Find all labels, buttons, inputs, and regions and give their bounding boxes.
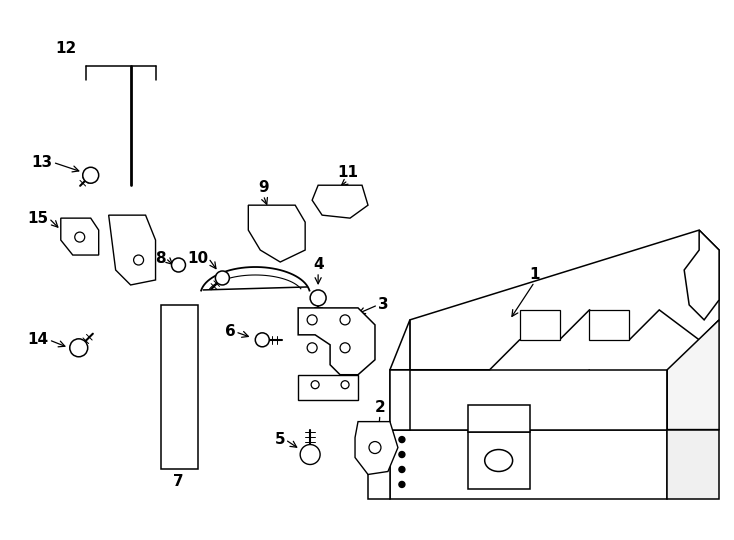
Circle shape (399, 467, 405, 472)
Text: 9: 9 (258, 180, 269, 195)
Circle shape (399, 451, 405, 457)
Polygon shape (410, 230, 719, 370)
Polygon shape (468, 431, 529, 489)
Text: 5: 5 (275, 432, 286, 447)
Circle shape (341, 381, 349, 389)
Text: 4: 4 (313, 257, 324, 272)
Polygon shape (61, 218, 98, 255)
Polygon shape (298, 375, 358, 400)
Polygon shape (390, 320, 410, 370)
Circle shape (255, 333, 269, 347)
Circle shape (172, 258, 186, 272)
Circle shape (83, 167, 98, 183)
Circle shape (399, 482, 405, 488)
Circle shape (310, 290, 326, 306)
Circle shape (70, 339, 88, 357)
Polygon shape (109, 215, 156, 285)
Polygon shape (390, 430, 667, 500)
Circle shape (340, 343, 350, 353)
Polygon shape (390, 370, 410, 430)
Text: 11: 11 (338, 165, 358, 180)
Text: 12: 12 (55, 40, 76, 56)
Circle shape (307, 315, 317, 325)
Circle shape (369, 442, 381, 454)
Circle shape (399, 436, 405, 443)
Circle shape (311, 381, 319, 389)
Polygon shape (684, 230, 719, 320)
Polygon shape (520, 310, 559, 340)
Text: 15: 15 (28, 211, 49, 226)
Text: 8: 8 (155, 251, 166, 266)
Polygon shape (298, 308, 375, 375)
Text: 3: 3 (378, 298, 388, 313)
Text: 14: 14 (28, 332, 49, 347)
Polygon shape (468, 404, 529, 431)
Ellipse shape (484, 449, 512, 471)
Text: 2: 2 (374, 400, 385, 415)
Polygon shape (589, 310, 629, 340)
Circle shape (307, 343, 317, 353)
Text: 10: 10 (187, 251, 208, 266)
Text: 13: 13 (32, 155, 53, 170)
Polygon shape (355, 422, 398, 475)
Text: 6: 6 (225, 325, 236, 339)
Circle shape (300, 444, 320, 464)
Polygon shape (667, 320, 719, 430)
Text: 1: 1 (529, 267, 539, 282)
Circle shape (340, 315, 350, 325)
Polygon shape (161, 305, 198, 469)
Polygon shape (667, 430, 719, 500)
Polygon shape (312, 185, 368, 218)
Circle shape (215, 271, 229, 285)
Polygon shape (368, 430, 390, 500)
Text: 7: 7 (173, 475, 184, 489)
Circle shape (134, 255, 144, 265)
Polygon shape (248, 205, 305, 262)
Circle shape (75, 232, 84, 242)
Polygon shape (390, 370, 667, 430)
